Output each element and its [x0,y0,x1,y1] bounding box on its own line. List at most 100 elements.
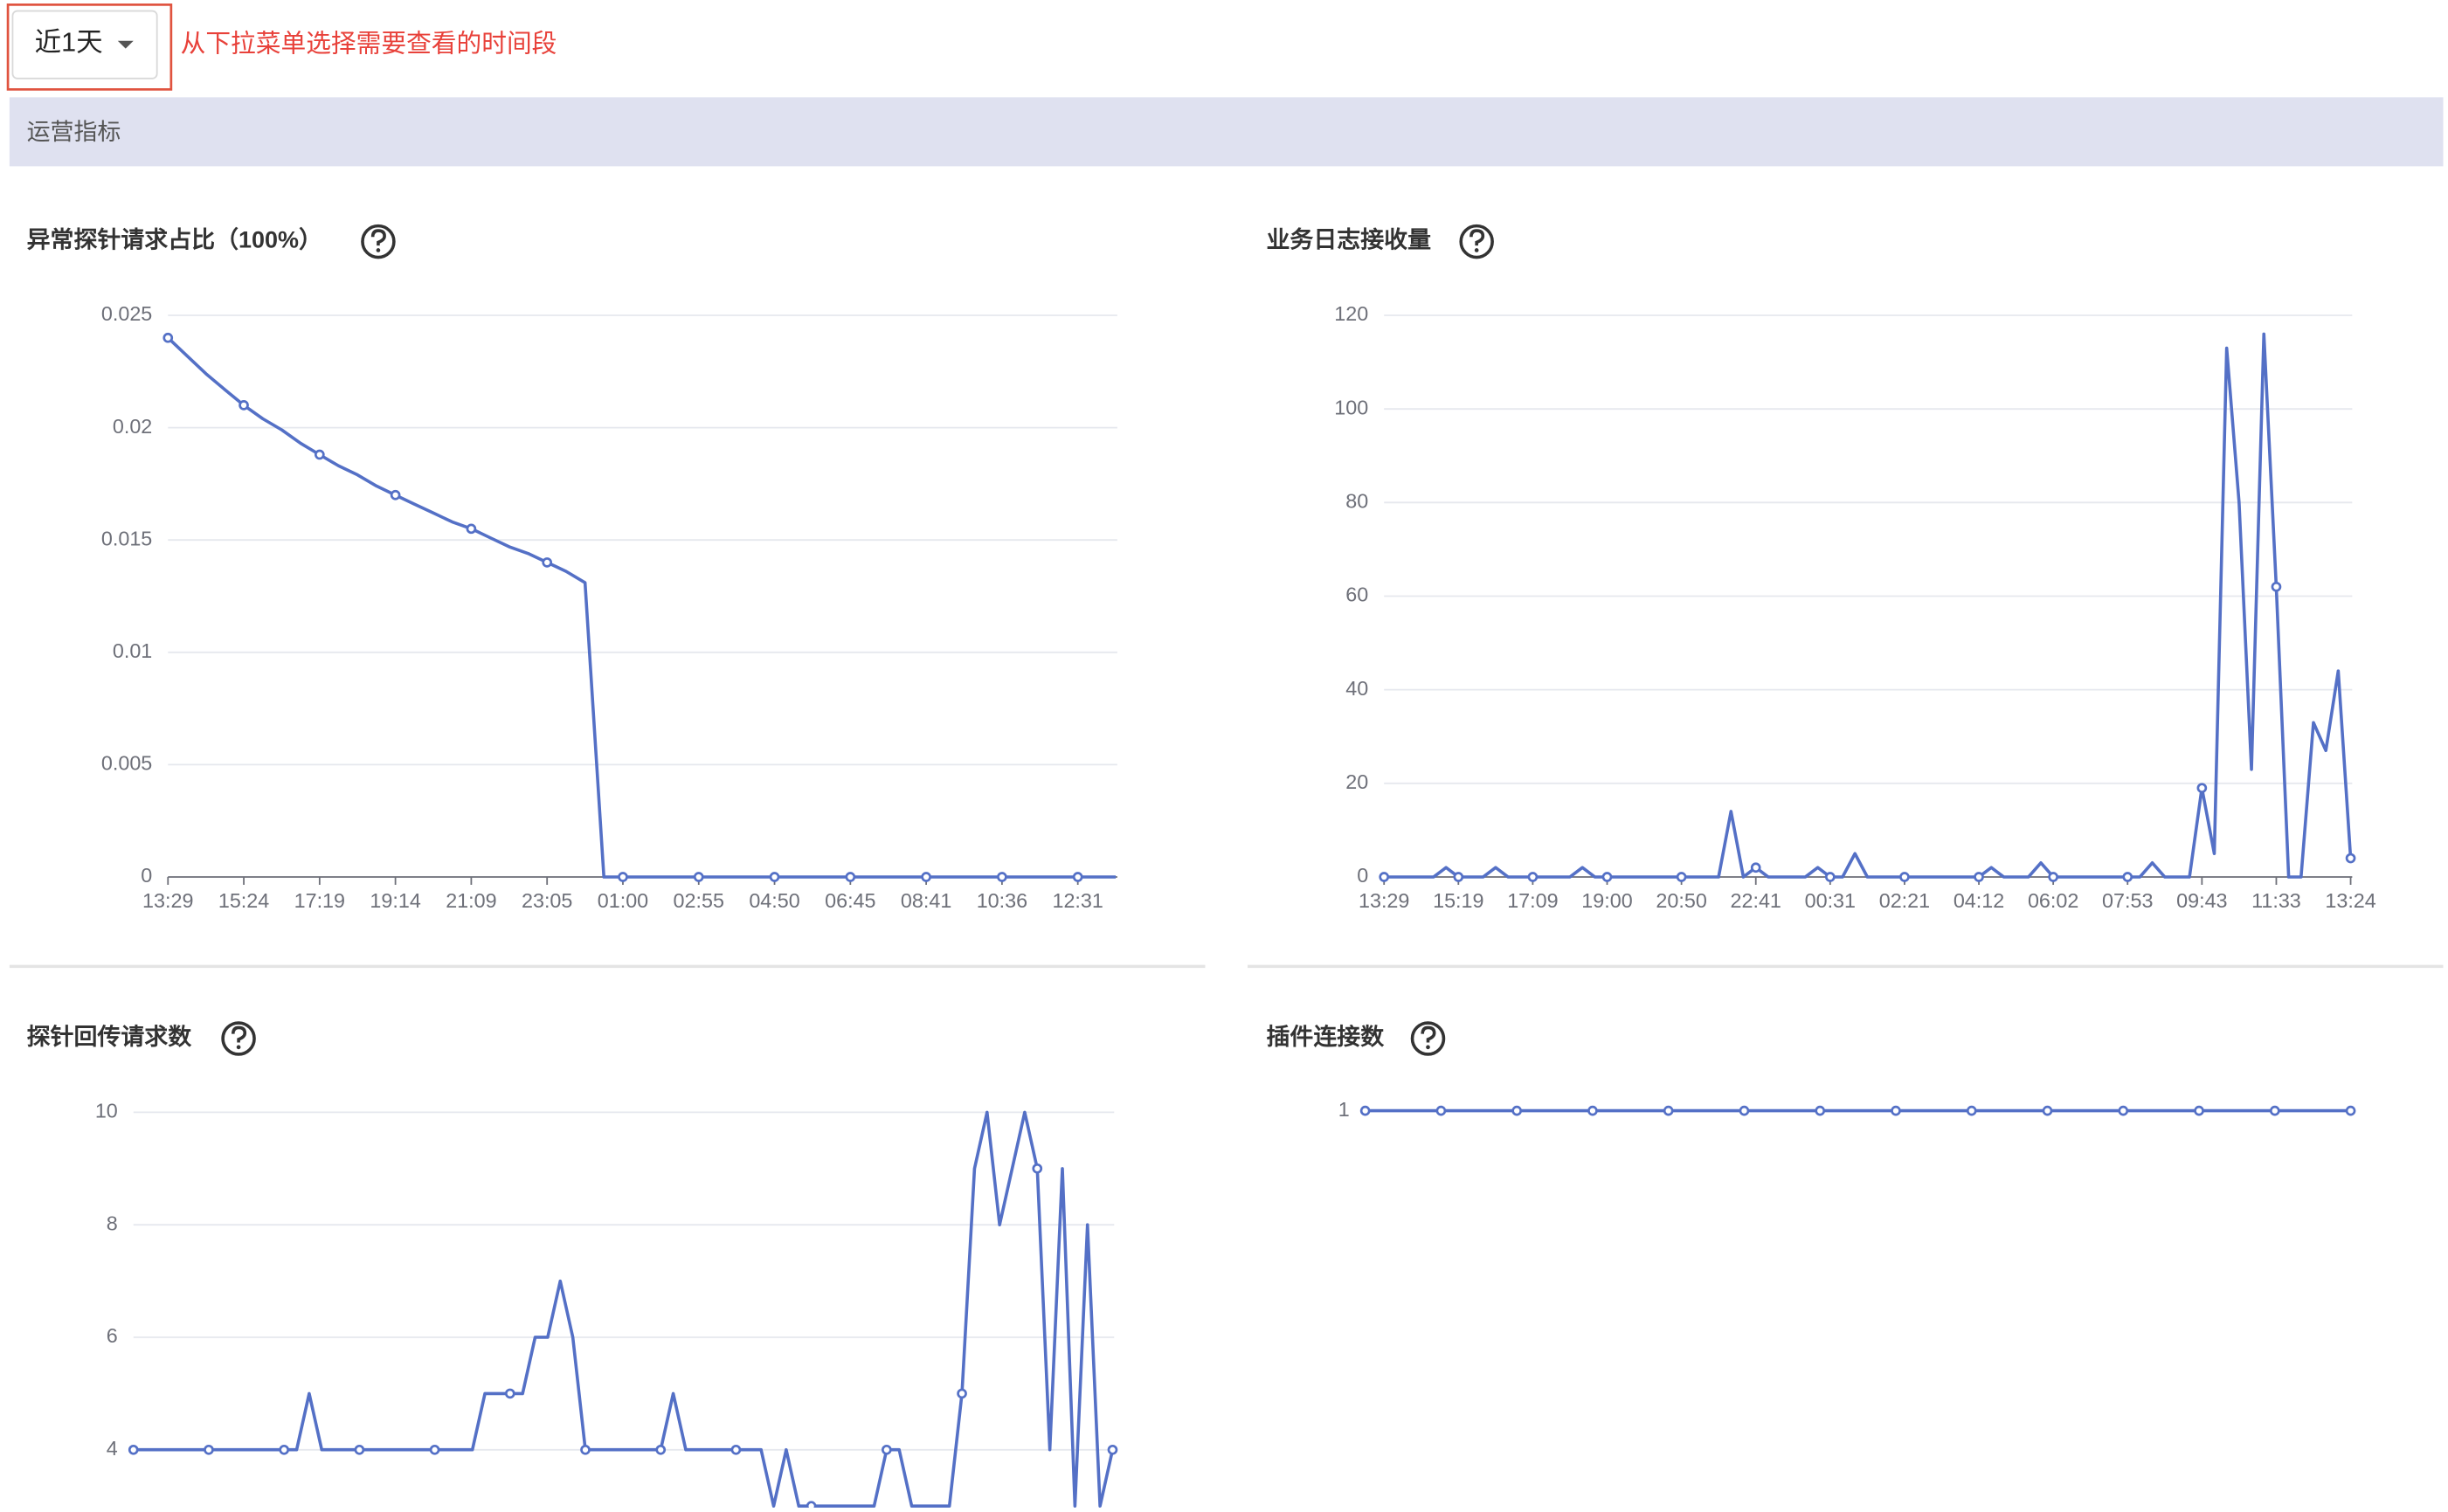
point [957,1388,967,1399]
help-icon [1459,224,1494,259]
point [655,1444,667,1455]
point [2122,872,2133,882]
point [2118,1105,2129,1116]
y-tick-label: 80 [1345,490,1368,513]
x-tick-label: 23:05 [522,889,572,912]
chart-title: 业务日志接收量 [1266,227,1431,253]
point [1750,862,1761,873]
x-tick-label: 06:02 [2028,889,2078,912]
y-tick-label: 40 [1345,677,1368,700]
help-icon [236,1045,241,1050]
point [354,1444,365,1455]
point [1379,872,1390,882]
x-tick-label: 15:24 [218,889,269,912]
y-tick-label: 60 [1345,583,1368,606]
point [2194,1105,2204,1116]
point [128,1444,139,1455]
point [580,1444,591,1455]
x-tick-label: 11:33 [2251,889,2301,912]
x-tick-label: 15:19 [1433,889,1483,912]
point [504,1388,515,1399]
point [1966,1105,1977,1116]
y-tick-label: 4 [107,1437,118,1460]
x-tick-label: 09:43 [2176,889,2227,912]
point [1663,1105,1674,1116]
point [1072,872,1083,882]
point [997,872,1007,882]
point [2048,872,2058,882]
point [1815,1105,1826,1116]
highlight-box [6,3,173,91]
x-tick-label: 02:55 [674,889,724,912]
point [1511,1105,1523,1116]
y-tick-label: 20 [1345,770,1368,793]
x-tick-label: 13:29 [142,889,193,912]
y-tick-label: 0.015 [101,527,152,549]
dropdown[interactable] [11,10,158,79]
y-tick-label: 0 [1357,864,1368,887]
x-tick-label: 07:53 [2102,889,2153,912]
point [390,489,401,501]
chart-title: 插件连接数 [1266,1023,1384,1050]
x-tick-label: 21:09 [446,889,496,912]
y-tick-label: 10 [95,1100,118,1122]
dropdown-label[interactable]: 近1天 [35,27,103,57]
x-tick-label: 17:19 [294,889,345,912]
point [1359,1105,1371,1116]
point [1453,872,1464,882]
point [806,1501,817,1512]
help-icon [1410,1021,1446,1056]
point [2271,581,2282,592]
point [542,557,553,568]
y-tick-label: 0 [141,864,152,887]
point [1527,872,1539,882]
point [163,332,174,343]
y-tick-label: 0.025 [101,302,152,325]
point [466,523,477,535]
point [429,1444,440,1455]
point [314,449,325,460]
x-tick-label: 19:14 [370,889,420,912]
line-series [133,1110,1115,1508]
chart-title: 探针回传请求数 [27,1024,192,1050]
help-icon [361,224,396,259]
line-series [167,336,1117,879]
point [2345,1105,2356,1116]
point [1676,872,1687,882]
point [2269,1105,2280,1116]
point [2196,783,2208,794]
x-tick-label: 12:31 [1052,889,1103,912]
x-tick-label: 13:29 [1359,889,1409,912]
y-tick-label: 100 [1334,396,1368,418]
dropdown-arrow[interactable] [117,40,134,49]
help-icon [1426,1045,1430,1050]
help-icon [370,229,386,246]
line-series [1384,332,2353,879]
x-tick-label: 10:36 [977,889,1027,912]
point [1435,1105,1447,1116]
x-tick-label: 04:12 [1954,889,2004,912]
point [2042,1105,2053,1116]
x-tick-label: 22:41 [1731,889,1781,912]
point [1974,872,1984,882]
y-tick-label: 0.01 [113,639,152,662]
point [1891,1105,1901,1116]
help-icon [232,1025,247,1043]
y-tick-label: 0.005 [101,752,152,775]
point [1899,872,1910,882]
help-icon [221,1021,256,1056]
point [882,1444,892,1455]
point [693,872,704,882]
y-tick-label: 1 [1338,1098,1350,1121]
point [279,1444,290,1455]
x-tick-label: 19:00 [1581,889,1632,912]
chart-title: 异常探针请求占比（100%） [27,227,322,253]
x-tick-label: 13:24 [2325,889,2375,912]
x-tick-label: 20:50 [1656,889,1706,912]
x-tick-label: 17:09 [1507,889,1558,912]
point [845,872,856,882]
point [1032,1163,1043,1174]
help-icon [1474,248,1479,252]
y-tick-label: 8 [107,1212,118,1234]
